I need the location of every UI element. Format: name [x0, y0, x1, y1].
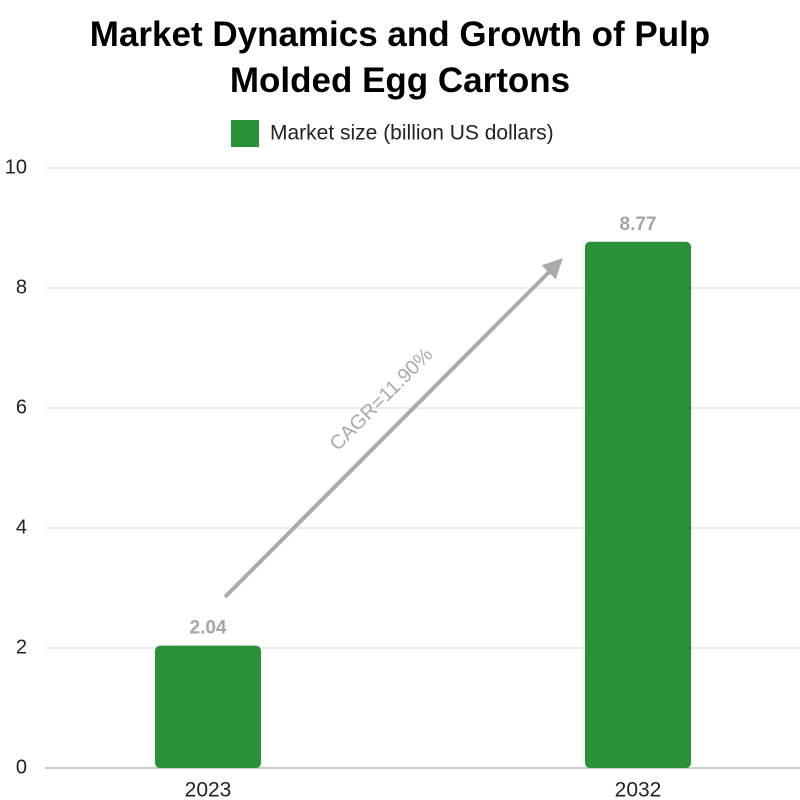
x-tick-label: 2023: [185, 779, 232, 800]
bar: [585, 241, 691, 769]
legend-swatch: [231, 120, 259, 147]
y-tick-label: 8: [16, 276, 27, 298]
value-label: 8.77: [620, 214, 657, 235]
arrow: [223, 258, 563, 599]
legend-label: Market size (billion US dollars): [270, 122, 554, 145]
y-tick-label: 4: [16, 516, 27, 538]
y-tick-label: 0: [16, 756, 27, 778]
y-tick-label: 2: [16, 636, 27, 658]
value-label: 2.04: [190, 618, 227, 639]
y-tick-label: 6: [16, 396, 27, 418]
bar: [155, 645, 261, 768]
x-tick-label: 2032: [615, 779, 662, 800]
y-tick-label: 10: [5, 156, 27, 178]
chart-title: Market Dynamics and Growth of Pulp Molde…: [89, 15, 711, 100]
